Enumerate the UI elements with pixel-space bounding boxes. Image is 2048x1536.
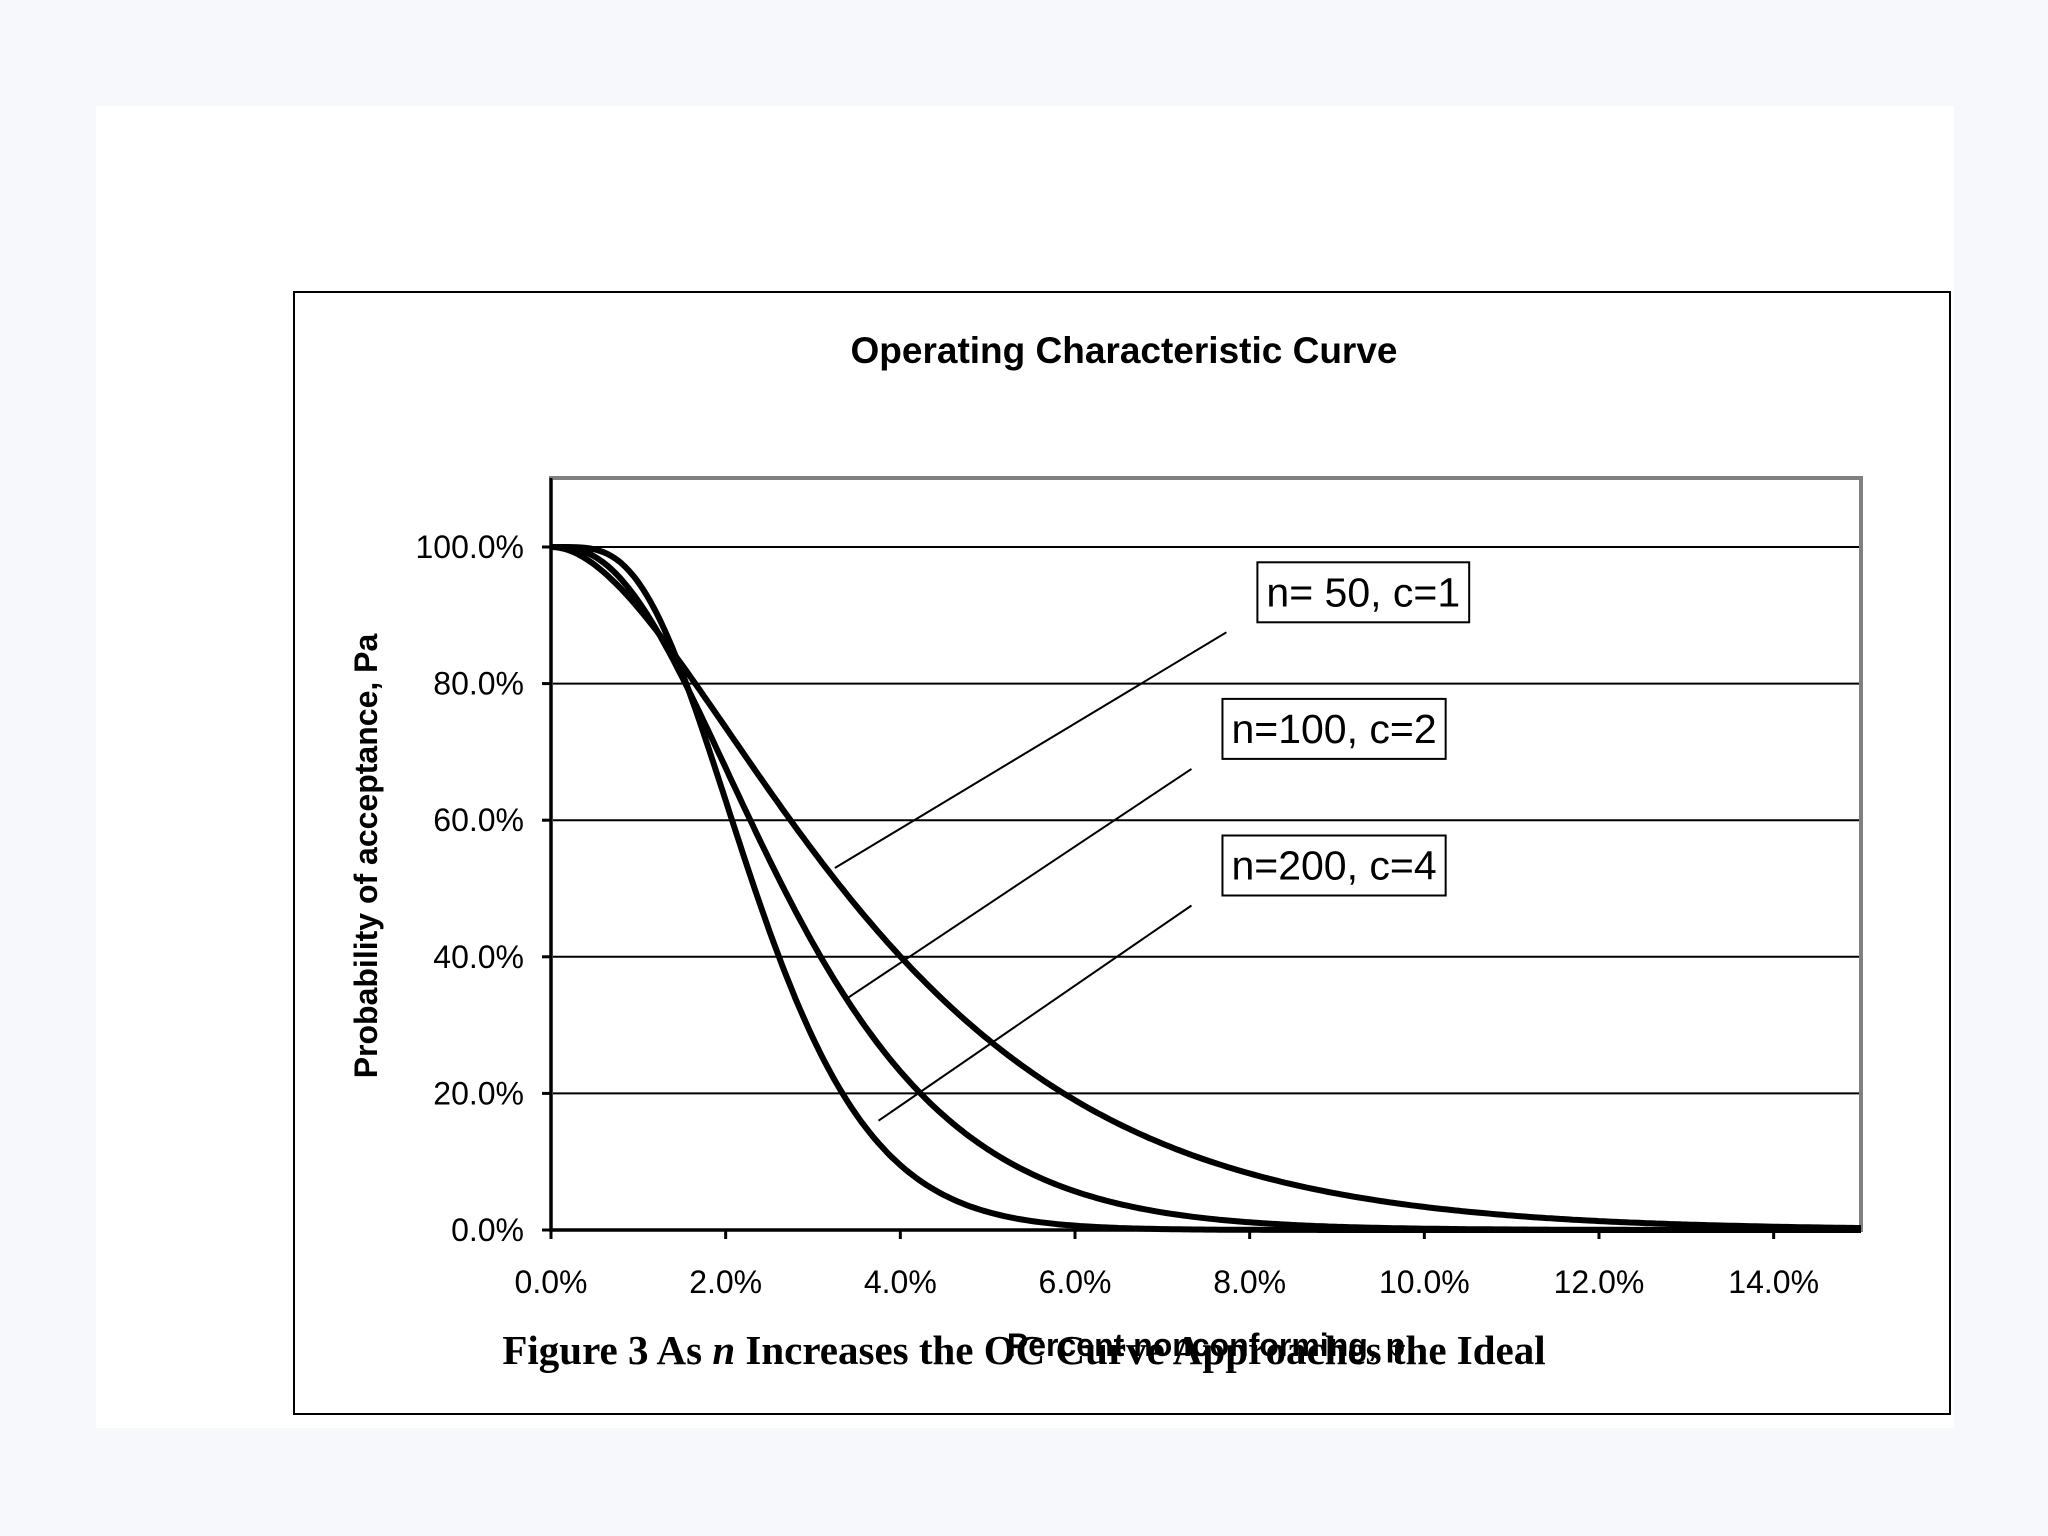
chart-frame: Operating Characteristic Curve 0.0% 20.0%… — [293, 291, 1951, 1415]
caption-variable: n — [712, 1327, 736, 1373]
chart-title: Operating Characteristic Curve — [851, 330, 1398, 371]
axis-ticks: 0.0% 20.0% 40.0% 60.0% 80.0% 100.0% 0.0% 2.0% 4.… — [415, 529, 1819, 1300]
x-axis-title: Percent nonconforming, p — [1007, 1327, 1405, 1363]
x-tick-label-2: 4.0% — [864, 1264, 937, 1300]
callout-label-0: n= 50, c=1 — [1266, 569, 1460, 615]
y-tick-label-1: 20.0% — [433, 1075, 524, 1111]
callout-leader-1 — [847, 768, 1193, 999]
gridlines — [551, 546, 1861, 1095]
y-tick-label-0: 0.0% — [451, 1212, 524, 1248]
series-callouts: n= 50, c=1 n=100, c=2 n=200, c=4 — [834, 561, 1471, 1122]
oc-curve-chart: Operating Characteristic Curve 0.0% 20.0%… — [348, 330, 1863, 1363]
plot-area — [549, 476, 1863, 1232]
caption-suffix: Increases the OC Curve Approaches the Id… — [735, 1327, 1546, 1373]
x-tick-label-6: 12.0% — [1554, 1264, 1645, 1300]
caption-prefix: Figure 3 As — [502, 1327, 713, 1373]
x-tick-label-3: 6.0% — [1039, 1264, 1112, 1300]
callout-leader-2 — [877, 904, 1193, 1122]
callout-label-1: n=100, c=2 — [1231, 706, 1436, 752]
x-tick-label-1: 2.0% — [689, 1264, 762, 1300]
y-tick-label-2: 40.0% — [433, 939, 524, 975]
callout-box-1 — [1221, 697, 1447, 760]
y-tick-label-4: 80.0% — [433, 666, 524, 702]
oc-curves — [550, 544, 1861, 1233]
figure-caption: Figure 3 As n Increases the OC Curve App… — [0, 1326, 2048, 1374]
figure-sheet: Operating Characteristic Curve 0.0% 20.0%… — [96, 106, 1954, 1428]
x-tick-label-0: 0.0% — [515, 1264, 588, 1300]
curve-series-2 — [551, 544, 1861, 1233]
x-tick-label-4: 8.0% — [1213, 1264, 1286, 1300]
x-tick-label-7: 14.0% — [1728, 1264, 1819, 1300]
y-axis-title: Probability of acceptance, Pa — [348, 634, 384, 1079]
x-tick-label-5: 10.0% — [1379, 1264, 1470, 1300]
callout-box-0 — [1256, 561, 1471, 624]
callout-label-2: n=200, c=4 — [1231, 843, 1436, 889]
curve-series-0 — [550, 544, 1861, 1231]
y-tick-label-5: 100.0% — [415, 529, 524, 565]
callout-box-2 — [1221, 834, 1447, 897]
curve-series-1 — [551, 544, 1861, 1233]
y-tick-label-3: 60.0% — [433, 802, 524, 838]
callout-leader-0 — [834, 631, 1227, 869]
